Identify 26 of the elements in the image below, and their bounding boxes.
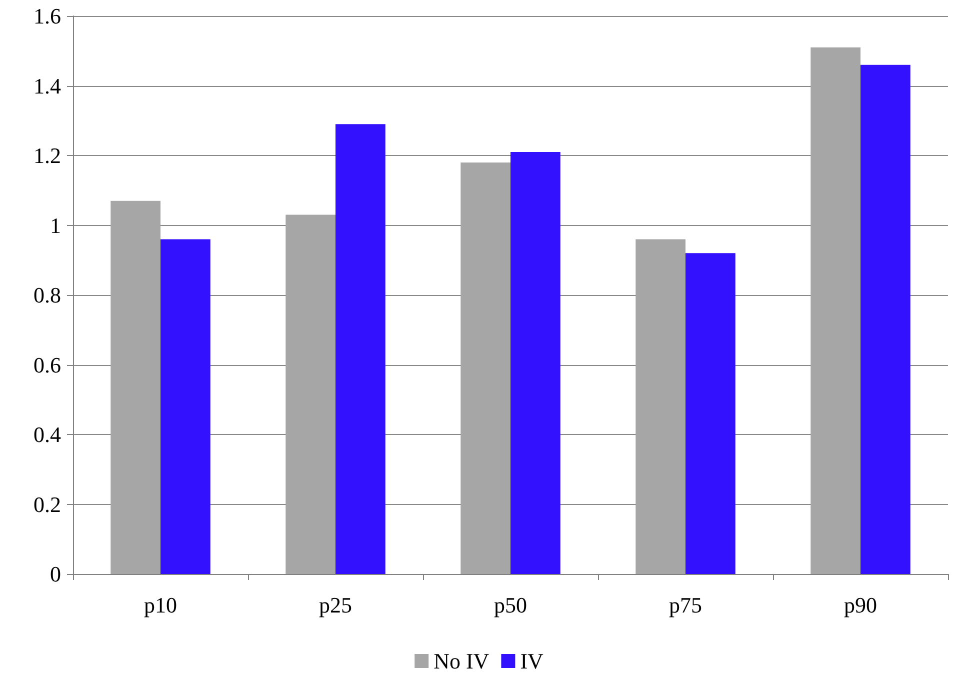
- bar: [460, 162, 510, 574]
- y-tick-label: 1.2: [34, 143, 61, 168]
- y-tick-label: 0: [50, 562, 61, 586]
- legend-label: IV: [520, 648, 544, 674]
- bar: [110, 200, 160, 574]
- y-tick-label: 1.6: [34, 4, 61, 28]
- y-tick-label: 0.2: [34, 492, 61, 517]
- x-tick-label: p10: [144, 592, 177, 618]
- legend-label: No IV: [434, 648, 490, 674]
- bar: [810, 47, 860, 574]
- bar: [860, 64, 910, 574]
- y-tick-label: 1.4: [34, 73, 61, 98]
- bar: [510, 152, 560, 574]
- x-tick-label: p75: [669, 592, 702, 618]
- x-tick-label: p90: [844, 592, 877, 618]
- y-tick-label: 0.6: [34, 352, 61, 378]
- bar: [636, 239, 686, 574]
- y-tick-label: 1: [50, 212, 61, 238]
- x-tick-label: p50: [494, 592, 527, 618]
- y-tick-label: 0.8: [34, 282, 61, 308]
- x-tick-label: p25: [319, 592, 352, 618]
- bar: [686, 253, 736, 574]
- bar: [336, 124, 386, 574]
- bar: [160, 239, 210, 574]
- bar: [286, 214, 336, 574]
- y-tick-label: 0.4: [34, 422, 61, 447]
